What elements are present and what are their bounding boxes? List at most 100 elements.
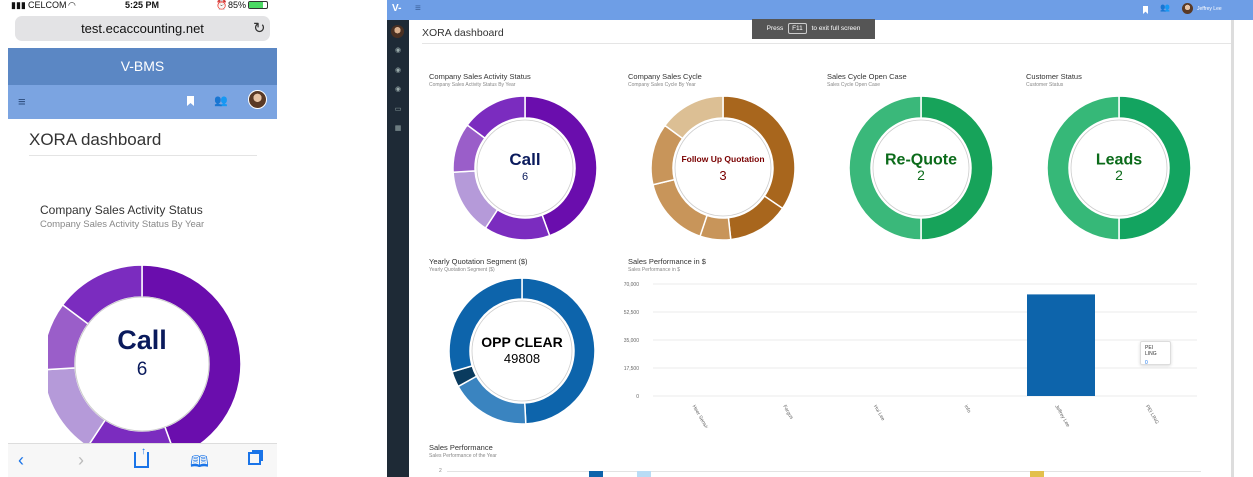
sidebar-avatar[interactable] [391, 25, 404, 38]
perf-bar [1030, 471, 1044, 477]
donut-center-value: 6 [137, 359, 148, 380]
donut-title: Company Sales Cycle [628, 72, 702, 81]
donut-slice[interactable] [663, 96, 724, 140]
bookmark-icon[interactable] [1143, 6, 1148, 14]
donut-slice[interactable] [1118, 96, 1191, 240]
back-icon[interactable]: ‹ [18, 450, 24, 470]
donut-center-label: Leads [1096, 152, 1142, 169]
y-tick-label: 35,000 [624, 338, 640, 344]
app-nav: ≡ 👥 [8, 85, 277, 119]
donut-slice[interactable] [652, 178, 708, 238]
tooltip-value: 0 [1145, 360, 1148, 366]
donut-center-label: Call [117, 325, 167, 355]
hint-key: F11 [788, 23, 807, 34]
share-icon[interactable]: ↑ [134, 446, 149, 468]
donut-subtitle: Company Sales Activity Status By Year [429, 82, 516, 88]
y-tick-label: 70,000 [624, 282, 640, 288]
top-bar: V- ≡ 👥 Jeffrey Lee [387, 0, 1253, 20]
donut-subtitle: Sales Cycle Open Case [827, 82, 881, 88]
donut-slice[interactable] [449, 278, 523, 373]
bar-chart-subtitle: Sales Performance in $ [628, 267, 680, 273]
bar-chart: 0 17,500 35,000 52,500 70,000 Heer Sensive Far… [624, 282, 1197, 428]
donut-title: Customer Status [1026, 72, 1082, 81]
perf-chart-title: Sales Performance [429, 443, 493, 452]
donut-slice[interactable] [466, 96, 526, 140]
app-header: V-BMS [8, 48, 277, 85]
computer-icon[interactable]: ▭ [394, 106, 402, 113]
donut-slice[interactable] [521, 278, 595, 424]
menu-icon[interactable]: ≡ [18, 94, 26, 109]
avatar[interactable] [248, 90, 267, 109]
donut-center-value: 2 [917, 167, 925, 183]
x-tick-label: Heer Sensive [691, 404, 711, 428]
donut-center-label: OPP CLEAR [481, 334, 562, 350]
donut-title: Sales Cycle Open Case [827, 72, 907, 81]
y-tick-label: 17,500 [624, 366, 640, 372]
donut-slice[interactable] [920, 96, 993, 240]
avatar[interactable] [1182, 3, 1193, 14]
donut-center-label: Follow Up Quotation [681, 154, 764, 164]
battery-text: 85% [228, 0, 247, 10]
sales-icon[interactable]: ◉ [394, 67, 402, 74]
brand[interactable]: V- [392, 3, 402, 14]
menu-icon[interactable]: ≡ [415, 3, 421, 14]
divider [422, 43, 1231, 44]
donut-slice[interactable] [727, 195, 784, 240]
y-tick-label: 52,500 [624, 310, 640, 316]
scrollbar[interactable] [1231, 20, 1234, 477]
tooltip-name: PEI LING [1145, 345, 1157, 357]
mobile-screen: ▮▮▮ CELCOM ◠ 5:25 PM ⏰ 85% test.ecaccoun… [8, 0, 277, 477]
donut-subtitle: Company Sales Cycle By Year [628, 82, 696, 88]
chart-tooltip: PEI LING 0 [1140, 341, 1171, 366]
perf-chart-subtitle: Sales Performance of the Year [429, 453, 497, 459]
donut-slice[interactable] [457, 375, 527, 424]
fullscreen-hint: Press F11 to exit full screen [752, 19, 875, 39]
user-name[interactable]: Jeffrey Lee [1197, 6, 1222, 12]
page-title: XORA dashboard [29, 130, 162, 149]
donut-title: Company Sales Activity Status [429, 72, 531, 81]
sidebar: ◉ ◉ ◉ ▭ ▦ [387, 20, 409, 477]
users-icon[interactable]: 👥 [1160, 3, 1170, 12]
x-tick-label: info [963, 404, 972, 414]
y-tick-label: 0 [636, 394, 639, 400]
donut-slice[interactable] [524, 96, 597, 237]
bar-chart-title: Sales Performance in $ [628, 257, 706, 266]
signal-icon: ▮▮▮ [11, 0, 26, 10]
perf-gridline [447, 471, 1201, 472]
donut-chart-activity: Call 6 [453, 96, 597, 240]
x-tick-label: PEI LING [1144, 404, 1160, 425]
desktop-screen: V- ≡ 👥 Jeffrey Lee ◉ ◉ ◉ ▭ ▦ XORA dashbo… [387, 0, 1253, 477]
url-text: test.ecaccounting.net [81, 21, 204, 36]
activity-donut: Call 6 [48, 264, 242, 462]
donut-chart-sales-cycle: Follow Up Quotation 3 [651, 96, 795, 240]
donut-slice[interactable] [453, 170, 499, 230]
grid-icon[interactable]: ▦ [394, 125, 402, 132]
donut-inner-ring [471, 300, 573, 402]
app-title: V-BMS [120, 58, 165, 74]
donut-center-value: 3 [719, 168, 726, 183]
donut-slice[interactable] [1047, 96, 1120, 240]
tabs-icon[interactable] [248, 452, 261, 465]
divider [29, 155, 257, 156]
donut-slice[interactable] [849, 96, 922, 240]
book-icon[interactable]: 🕮 [190, 454, 209, 471]
address-bar[interactable]: test.ecaccounting.net [15, 16, 270, 41]
donut-slice[interactable] [722, 96, 795, 210]
users-icon[interactable]: 👥 [214, 95, 228, 107]
bar[interactable] [1027, 294, 1095, 396]
alarm-icon: ⏰ [216, 0, 228, 10]
x-tick-label: Jeffrey Lee [1053, 404, 1071, 428]
bookmark-icon[interactable] [187, 96, 194, 106]
dashboard-icon[interactable]: ◉ [394, 47, 402, 54]
reports-icon[interactable]: ◉ [394, 86, 402, 93]
wifi-icon: ◠ [68, 0, 76, 10]
reload-icon[interactable]: ↻ [253, 20, 266, 37]
donut-inner-ring [1070, 119, 1168, 217]
donut-center-label: Call [509, 150, 540, 169]
donut-center-value: 49808 [504, 351, 540, 366]
chart-subtitle: Company Sales Activity Status By Year [40, 219, 205, 230]
forward-icon[interactable]: › [78, 450, 84, 470]
